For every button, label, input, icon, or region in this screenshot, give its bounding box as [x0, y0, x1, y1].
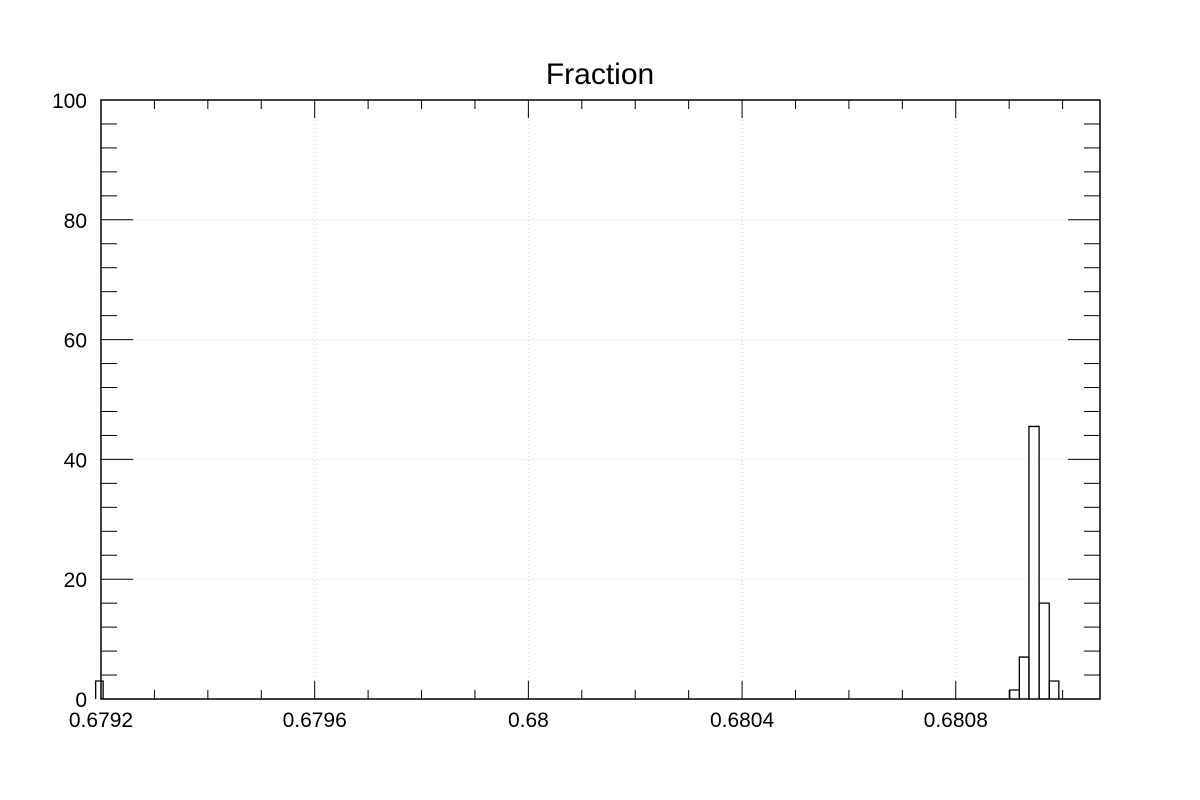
histogram-bin: [1028, 425, 1040, 699]
grid-lines: [101, 100, 1100, 699]
chart-title: Fraction: [546, 58, 654, 91]
x-tick-label: 0.6804: [710, 709, 775, 732]
axis-ticks: [100, 99, 1100, 700]
plot-frame: [100, 99, 1101, 700]
x-tick-label: 0.68: [508, 709, 549, 732]
histogram-bin: [1018, 656, 1030, 699]
y-tick-label: 0: [75, 689, 87, 712]
histogram-bars: [95, 425, 1060, 699]
y-tick-label: 80: [64, 210, 87, 233]
histogram-bin: [1009, 689, 1020, 699]
x-tick-label: 0.6792: [69, 709, 133, 732]
y-tick-label: 100: [52, 90, 87, 113]
histogram-bin: [95, 680, 104, 699]
y-tick-label: 20: [64, 569, 87, 592]
y-tick-label: 40: [64, 449, 87, 472]
tick-labels: 0.6792 0.6796 0.68 0.6804 0.6808 0 20 40 60 80 100: [52, 90, 988, 732]
x-tick-label: 0.6808: [924, 709, 988, 732]
y-tick-label: 60: [64, 330, 87, 353]
histogram-bin: [1038, 602, 1050, 699]
histogram-bin: [1048, 680, 1060, 699]
x-tick-label: 0.6796: [283, 709, 347, 732]
